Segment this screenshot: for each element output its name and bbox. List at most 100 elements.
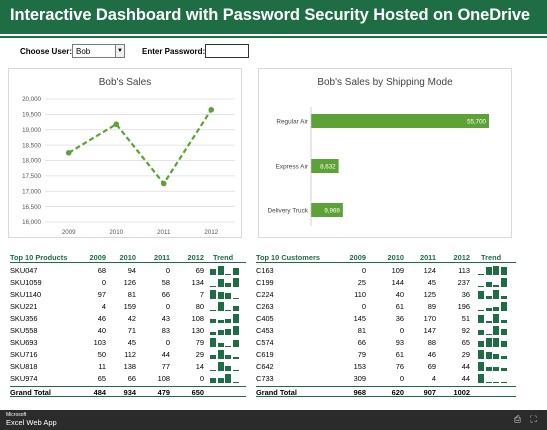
table-row: C642 153 76 69 44 bbox=[256, 361, 516, 372]
trend-bar bbox=[225, 310, 231, 311]
cell-value: 1002 bbox=[453, 388, 470, 397]
trend-bar bbox=[210, 354, 216, 359]
footer-app-name: Excel Web App bbox=[6, 418, 57, 427]
cell-value: 0 bbox=[399, 374, 404, 383]
trend-sparkline bbox=[210, 374, 240, 383]
footer-brand: Microsoft bbox=[6, 412, 27, 418]
trend-bar bbox=[493, 366, 499, 371]
trend-bar bbox=[485, 321, 492, 323]
cell-value: 88 bbox=[427, 338, 436, 347]
y-tick-label: 17,000 bbox=[22, 188, 41, 195]
trend-bar bbox=[478, 330, 484, 335]
trend-bar bbox=[493, 353, 499, 359]
cell-value: 7 bbox=[199, 290, 204, 299]
table-row: SKU558 40 71 83 130 bbox=[10, 325, 246, 336]
trend-bar bbox=[217, 278, 224, 287]
cell-value: 0 bbox=[165, 266, 170, 275]
trend-sparkline bbox=[478, 350, 508, 359]
cell-value: 0 bbox=[165, 302, 170, 311]
cell-value: 124 bbox=[423, 266, 436, 275]
cell-value: 479 bbox=[157, 388, 170, 397]
trend-bar bbox=[210, 290, 216, 299]
cell-value: 36 bbox=[395, 314, 404, 323]
cell-value: 25 bbox=[357, 278, 366, 287]
trend-sparkline bbox=[478, 290, 508, 299]
cell-value: 89 bbox=[427, 302, 436, 311]
cell-value: 80 bbox=[195, 302, 204, 311]
cell-value: 68 bbox=[97, 266, 106, 275]
trend-bar bbox=[500, 355, 507, 359]
cell-value: 2012 bbox=[453, 253, 470, 262]
trend-bar bbox=[478, 374, 484, 383]
cell-value: 46 bbox=[97, 314, 106, 323]
trend-bar bbox=[485, 281, 492, 287]
trend-bar bbox=[217, 350, 224, 359]
trend-bar bbox=[500, 266, 507, 275]
cell-value: 79 bbox=[357, 350, 366, 359]
sales-point bbox=[160, 180, 167, 187]
table-row: SKU047 68 94 0 69 bbox=[10, 265, 246, 276]
cell-value: 170 bbox=[423, 314, 436, 323]
chevron-down-icon[interactable]: ▼ bbox=[115, 44, 125, 58]
trend-bar bbox=[232, 278, 239, 287]
fullscreen-icon[interactable]: ⛶ bbox=[530, 414, 537, 424]
trend-bar bbox=[478, 315, 484, 323]
cell-value: 97 bbox=[97, 290, 106, 299]
trend-bar bbox=[217, 343, 224, 347]
cell-value: 130 bbox=[191, 326, 204, 335]
trend-bar bbox=[217, 362, 224, 371]
user-select[interactable]: Bob ▼ bbox=[72, 44, 125, 58]
table-row: C163 0 109 124 113 bbox=[256, 265, 516, 276]
table-row: SKU356 46 42 43 108 bbox=[10, 313, 246, 324]
trend-bar bbox=[225, 365, 231, 371]
cell-value: 0 bbox=[101, 278, 106, 287]
trend-bar bbox=[225, 355, 231, 359]
print-icon[interactable]: ⎙ bbox=[513, 414, 522, 424]
row-label: C619 bbox=[256, 350, 274, 359]
cell-value: 66 bbox=[161, 290, 170, 299]
trend-header: Trend bbox=[481, 253, 502, 262]
trend-bar bbox=[500, 278, 507, 287]
sales-point bbox=[65, 150, 72, 156]
table-row: C733 309 0 4 44 bbox=[256, 373, 516, 384]
cell-value: 109 bbox=[391, 266, 404, 275]
shipping-bar bbox=[311, 203, 343, 217]
trend-bar bbox=[500, 340, 507, 347]
table-header: Top 10 Customers 2009 2010 2011 2012 Trend bbox=[256, 252, 516, 263]
trend-bar bbox=[500, 329, 507, 335]
row-label: SKU693 bbox=[10, 338, 38, 347]
password-input[interactable] bbox=[205, 44, 249, 58]
table-row: SKU693 103 45 0 79 bbox=[10, 337, 246, 348]
bar-value-label: 55,700 bbox=[467, 118, 486, 125]
trend-sparkline bbox=[210, 362, 240, 371]
row-label: C642 bbox=[256, 362, 274, 371]
page-title: Interactive Dashboard with Password Secu… bbox=[10, 6, 531, 24]
trend-bar bbox=[217, 291, 224, 299]
cell-value: 147 bbox=[423, 326, 436, 335]
trend-sparkline bbox=[210, 278, 240, 287]
y-tick-label: 16,000 bbox=[22, 219, 41, 226]
cell-value: 69 bbox=[195, 266, 204, 275]
cell-value: 71 bbox=[127, 326, 136, 335]
cell-value: 61 bbox=[395, 350, 404, 359]
cell-value: 40 bbox=[97, 326, 106, 335]
trend-bar bbox=[217, 302, 224, 311]
cell-value: 934 bbox=[123, 388, 136, 397]
cell-value: 40 bbox=[395, 290, 404, 299]
cell-value: 45 bbox=[427, 278, 436, 287]
row-label: C163 bbox=[256, 266, 274, 275]
sales-point bbox=[208, 106, 215, 113]
trend-bar bbox=[493, 338, 499, 347]
row-label: SKU716 bbox=[10, 350, 38, 359]
trend-bar bbox=[225, 283, 231, 287]
cell-value: 144 bbox=[391, 278, 404, 287]
cell-value: 50 bbox=[97, 350, 106, 359]
trend-bar bbox=[478, 350, 484, 359]
cell-value: 51 bbox=[461, 314, 470, 323]
trend-bar bbox=[500, 381, 507, 383]
row-label: C224 bbox=[256, 290, 274, 299]
shipping-bar bbox=[311, 114, 489, 128]
cell-value: 484 bbox=[93, 388, 106, 397]
bar-value-label: 8,632 bbox=[320, 163, 336, 170]
cell-value: 4 bbox=[101, 302, 106, 311]
